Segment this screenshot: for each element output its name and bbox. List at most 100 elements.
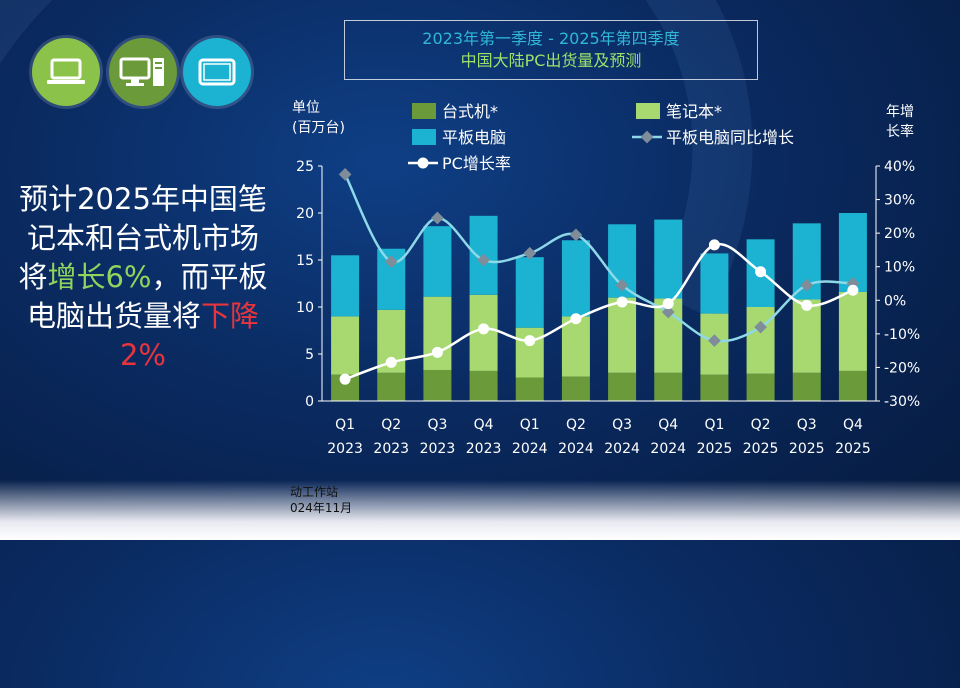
left-axis-title-line1: 单位	[292, 100, 320, 116]
legend-desktop-label: 台式机*	[442, 102, 498, 121]
x-tick-label-year: 2024	[558, 441, 594, 457]
x-tick-label-year: 2025	[697, 441, 733, 457]
legend-desktop-swatch	[412, 103, 436, 119]
pc-growth-point	[385, 356, 397, 368]
tablet-growth-line	[343, 173, 853, 343]
right-axis-title-line2: 长率	[886, 124, 914, 140]
bar-layer	[331, 213, 867, 401]
pc-growth-point	[662, 298, 674, 310]
y2-tick-label: 0%	[884, 293, 906, 309]
x-tick-label-year: 2024	[604, 441, 640, 457]
y2-tick-label: 10%	[884, 260, 915, 276]
legend-pc-growth-label: PC增长率	[442, 154, 511, 173]
tablet-growth-point	[477, 253, 490, 267]
right-axis-title: 年增 长率	[886, 102, 914, 142]
desktop-icon	[119, 57, 164, 86]
pc-growth-point	[524, 335, 536, 347]
x-tick-label-quarter: Q3	[797, 417, 817, 433]
legend-tablet-growth-swatch-marker	[640, 130, 654, 144]
bar-desktop	[654, 372, 683, 401]
bar-tablet	[700, 253, 729, 314]
y-tick-label: 10	[296, 300, 314, 316]
x-tick-label-year: 2023	[327, 441, 363, 457]
legend-notebook-label: 笔记本*	[666, 102, 722, 121]
pc-growth-point	[755, 266, 767, 278]
y2-tick-label: -20%	[884, 360, 920, 376]
legend: 台式机* 笔记本* 平板电脑 平板电脑同比增长 PC增长率	[408, 102, 794, 173]
y2-tick-label: 40%	[884, 159, 915, 175]
bottom-fade	[0, 480, 960, 540]
x-tick-label-quarter: Q4	[474, 417, 494, 433]
bar-notebook	[423, 296, 452, 370]
source-line1: 动工作站	[290, 485, 339, 499]
tablet-icon	[198, 58, 236, 86]
y2-tick-label: -30%	[884, 394, 920, 410]
source-note: 动工作站 024年11月	[290, 484, 352, 516]
pc-growth-point	[431, 346, 443, 358]
bar-desktop	[700, 374, 729, 401]
bar-desktop	[561, 376, 590, 401]
legend-tablet-swatch	[412, 129, 436, 145]
tablet-growth-point	[431, 211, 444, 225]
bar-desktop	[838, 370, 867, 401]
x-tick-label-year: 2025	[789, 441, 825, 457]
y-tick-label: 0	[305, 394, 314, 410]
bar-notebook	[561, 316, 590, 377]
x-tick-label-quarter: Q2	[751, 417, 771, 433]
x-tick-label-quarter: Q4	[843, 417, 863, 433]
chart-title-box: 2023年第一季度 - 2025年第四季度 中国大陆PC出货量及预测	[344, 20, 758, 80]
pc-growth-point	[478, 323, 490, 335]
x-tick-label-year: 2024	[650, 441, 686, 457]
pc-growth-point	[708, 239, 720, 251]
x-tick-label-year: 2025	[835, 441, 871, 457]
bar-notebook	[331, 316, 360, 375]
bar-tablet	[561, 240, 590, 317]
x-tick-label-quarter: Q3	[612, 417, 632, 433]
bar-tablet	[654, 219, 683, 299]
bar-desktop	[608, 372, 637, 401]
x-tick-label-quarter: Q3	[427, 417, 447, 433]
laptop-icon	[47, 58, 85, 84]
pc-growth-point	[801, 299, 813, 311]
right-axis-title-line1: 年增	[886, 104, 914, 120]
x-tick-label-year: 2025	[743, 441, 779, 457]
legend-pc-growth-swatch-marker	[417, 157, 429, 169]
tablet-growth-point	[569, 228, 583, 242]
headline-part3: ，而平板电脑出货量将	[26, 260, 268, 333]
tablet-circle	[183, 38, 251, 106]
x-tick-label-year: 2024	[512, 441, 548, 457]
y-tick-label: 5	[305, 347, 314, 363]
bar-desktop	[746, 373, 775, 401]
bar-desktop	[515, 377, 544, 401]
chart-title-line1: 2023年第一季度 - 2025年第四季度	[422, 29, 680, 48]
tablet-growth-point	[338, 168, 352, 181]
headline-text: 预计2025年中国笔记本和台式机市场将增长6%，而平板电脑出货量将下降2%	[18, 180, 268, 375]
y-tick-label: 15	[296, 253, 314, 269]
chart-title-line2: 中国大陆PC出货量及预测	[460, 51, 642, 70]
bar-tablet	[423, 226, 452, 297]
laptop-circle	[32, 38, 100, 106]
x-tick-label-quarter: Q1	[704, 417, 724, 433]
pc-growth-point	[570, 313, 582, 325]
y2-tick-label: 30%	[884, 193, 915, 209]
left-axis-title: 单位 (百万台)	[292, 98, 345, 138]
tablet-growth-point	[384, 255, 398, 269]
x-tick-label-quarter: Q1	[335, 417, 355, 433]
legend-tablet-growth-label: 平板电脑同比增长	[666, 128, 794, 147]
bar-notebook	[608, 297, 637, 373]
y2-tick-label: 20%	[884, 226, 915, 242]
bar-desktop	[377, 372, 406, 401]
line-layer	[338, 168, 860, 385]
headline-decline: 下降2%	[119, 299, 260, 372]
bar-desktop	[469, 370, 498, 401]
x-tick-label-quarter: Q2	[381, 417, 401, 433]
bar-desktop	[423, 369, 452, 401]
x-tick-label-year: 2023	[420, 441, 456, 457]
y2-tick-label: -10%	[884, 327, 920, 343]
x-tick-label-quarter: Q1	[520, 417, 540, 433]
x-tick-label-quarter: Q4	[658, 417, 678, 433]
legend-tablet-label: 平板电脑	[442, 128, 506, 147]
bar-tablet	[515, 257, 544, 328]
desktop-circle	[109, 38, 177, 106]
headline-part1: 预计2025年中国笔记本和台式机市场将	[18, 182, 267, 294]
